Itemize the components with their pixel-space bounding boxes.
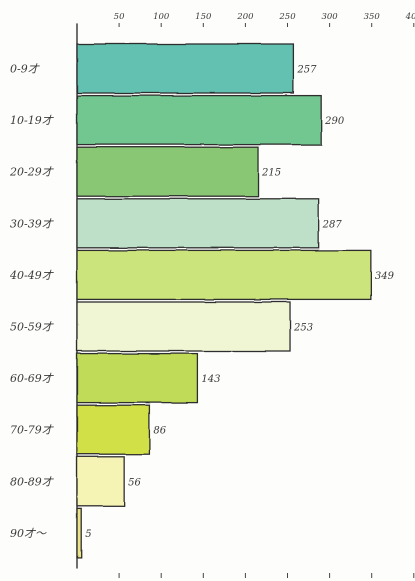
value-label-4: 349 — [375, 271, 395, 282]
value-label-2: 215 — [261, 168, 281, 179]
value-label-7: 86 — [153, 426, 166, 437]
category-label-2: 20-29才 — [9, 166, 55, 179]
x-tick-label-1: 100 — [153, 12, 170, 22]
category-label-4: 40-49才 — [9, 269, 55, 282]
category-label-7: 70-79才 — [10, 424, 55, 437]
bar-3 — [76, 198, 320, 249]
category-label-5: 50-59才 — [10, 321, 55, 334]
category-label-8: 80-89才 — [10, 475, 55, 488]
value-label-8: 56 — [128, 477, 141, 488]
bar-4 — [76, 249, 372, 301]
value-label-9: 5 — [85, 529, 91, 540]
x-axis-top: 50 100 150 200 250 300 350 400 — [114, 12, 415, 27]
x-tick-label-7: 400 — [405, 12, 415, 22]
bar-5 — [76, 301, 291, 352]
bar-7 — [76, 404, 151, 455]
bar-6 — [76, 352, 199, 404]
value-label-6: 143 — [201, 374, 220, 385]
bar-8 — [76, 456, 125, 507]
bar-1 — [76, 94, 322, 146]
value-label-3: 287 — [322, 219, 343, 230]
bar-0 — [76, 43, 295, 94]
bar-2 — [76, 146, 259, 197]
x-tick-label-3: 200 — [236, 12, 254, 22]
category-label-3: 30-39才 — [10, 217, 55, 230]
x-axis-bottom — [118, 573, 415, 578]
bars-group — [76, 43, 372, 559]
bar-9 — [76, 507, 82, 559]
value-labels: 257 290 215 287 349 253 143 86 56 5 — [85, 65, 394, 540]
category-labels: 0-9才 10-19才 20-29才 30-39才 40-49才 50-59才 60-69才… — [9, 63, 55, 540]
category-label-0: 0-9才 — [10, 63, 41, 76]
value-label-1: 290 — [324, 116, 345, 127]
x-tick-label-6: 350 — [364, 12, 381, 22]
x-tick-label-5: 300 — [321, 12, 338, 22]
x-tick-label-2: 150 — [195, 12, 212, 22]
category-label-9: 90才～ — [10, 527, 47, 540]
value-label-5: 253 — [293, 323, 313, 334]
x-tick-label-4: 250 — [278, 12, 296, 22]
category-label-1: 10-19才 — [10, 114, 55, 127]
x-tick-label-0: 50 — [114, 12, 125, 22]
value-label-0: 257 — [296, 65, 317, 76]
category-label-6: 60-69才 — [10, 372, 55, 385]
